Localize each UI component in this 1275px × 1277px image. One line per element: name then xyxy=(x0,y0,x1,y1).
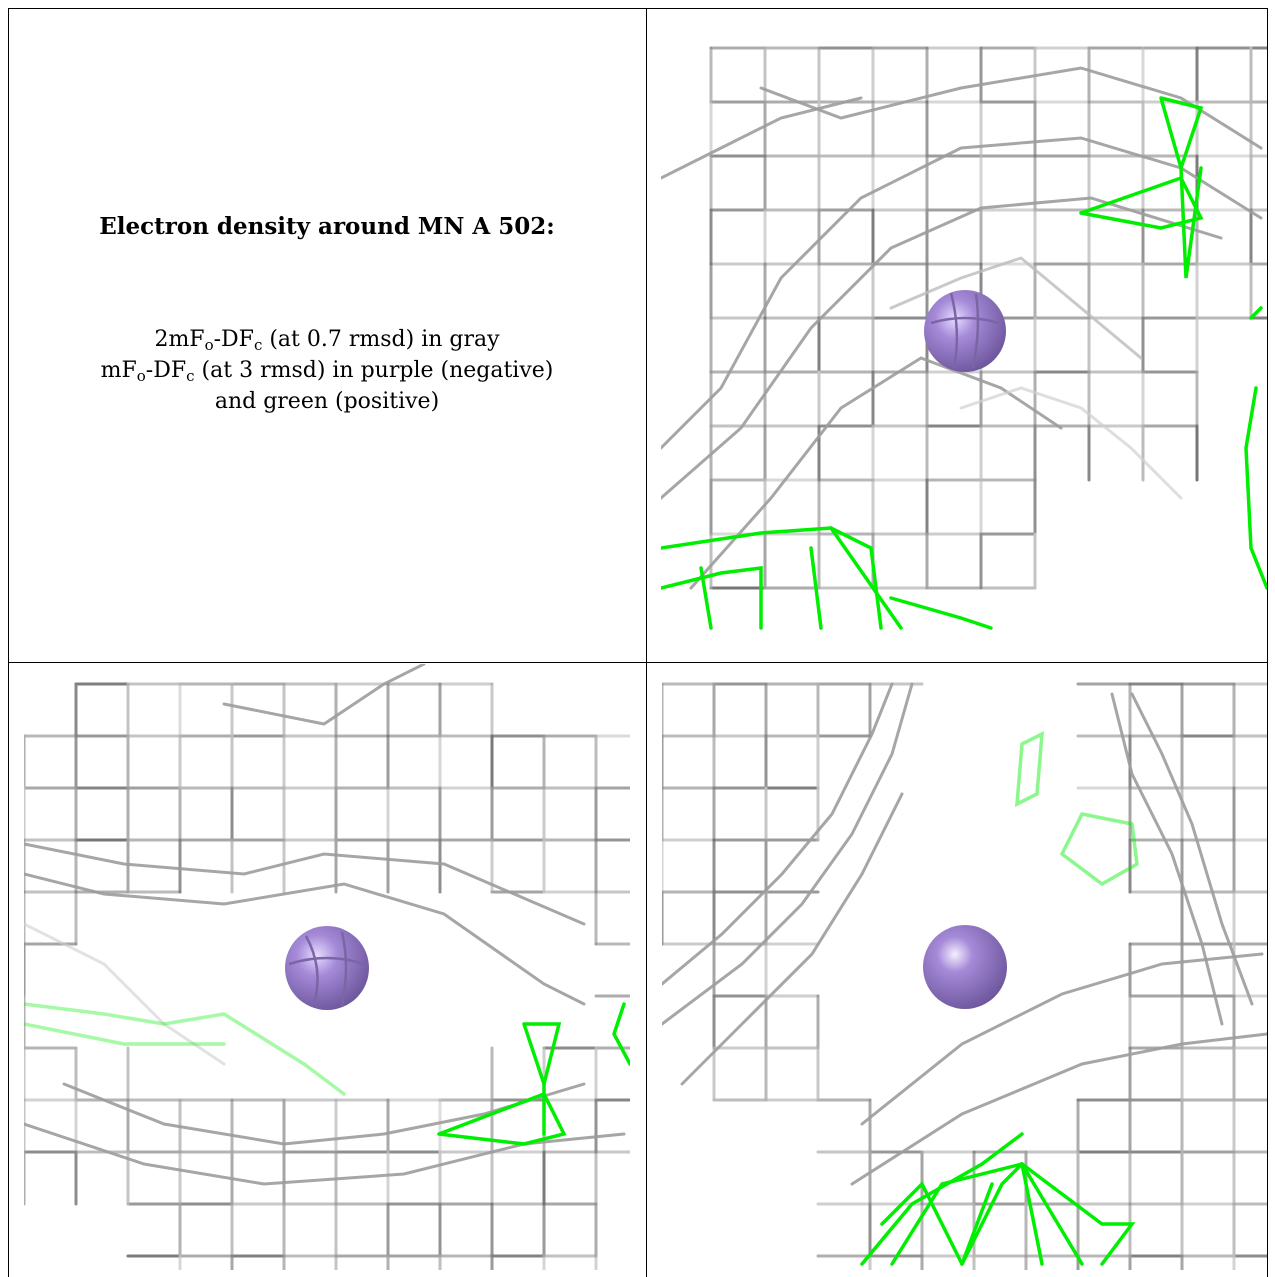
gray-density-mesh xyxy=(661,46,1267,590)
manganese-ion-sphere xyxy=(285,926,369,1010)
green-mesh-strand xyxy=(1244,386,1267,590)
green-mesh-strand xyxy=(960,1162,1024,1266)
mesh-over-sphere xyxy=(930,292,1000,369)
caption-line-2: mFo-DFc (at 3 rmsd) in purple (negative) xyxy=(100,358,554,385)
caption-body: 2mFo-DFc (at 0.7 rmsd) in gray mFo-DFc (… xyxy=(8,324,646,417)
mesh-strand xyxy=(1130,692,1254,1006)
green-positive-mesh xyxy=(661,96,1267,630)
mesh-strand xyxy=(662,682,914,1026)
mesh-strand xyxy=(850,1032,1267,1186)
mesh-strand xyxy=(661,136,1263,450)
green-mesh-strand-faint xyxy=(1059,812,1139,887)
frame-row-divider xyxy=(8,662,1268,663)
density-panel-bottom-left xyxy=(24,664,630,1270)
green-mesh-strand-faint xyxy=(24,1002,346,1096)
density-view-1 xyxy=(661,46,1267,630)
green-mesh-strand xyxy=(661,566,763,630)
green-mesh-strand xyxy=(829,526,903,630)
green-positive-mesh xyxy=(24,1002,630,1146)
frame-middle xyxy=(646,8,647,1277)
frame-right xyxy=(1267,8,1268,1277)
caption-cell: Electron density around MN A 502: 2mFo-D… xyxy=(8,8,646,662)
mesh-strand xyxy=(222,664,426,726)
density-panel-bottom-right xyxy=(662,664,1267,1270)
mesh-strand xyxy=(24,1122,626,1186)
mesh-strand xyxy=(1110,692,1224,1026)
green-mesh-strand xyxy=(437,1091,567,1146)
mesh-strand xyxy=(889,256,1143,360)
gray-density-mesh xyxy=(24,664,630,1270)
mesh-strand xyxy=(661,196,1223,500)
caption-title: Electron density around MN A 502: xyxy=(99,213,555,240)
mesh-over-sphere xyxy=(288,931,365,1007)
frame-left xyxy=(8,8,9,1277)
density-view-3 xyxy=(662,682,1267,1270)
green-mesh-strand xyxy=(1159,96,1204,174)
green-mesh-strand xyxy=(699,566,713,630)
green-mesh-strand xyxy=(1020,1162,1084,1266)
green-mesh-strand xyxy=(889,596,993,630)
green-mesh-strand-faint xyxy=(24,1022,226,1046)
mesh-strand xyxy=(662,682,894,986)
green-positive-mesh xyxy=(860,731,1139,1266)
green-mesh-strand xyxy=(809,546,823,630)
green-mesh-strand xyxy=(960,1182,994,1266)
mesh-strand xyxy=(959,386,1183,500)
mesh-strand xyxy=(24,922,226,1066)
frame-top xyxy=(8,8,1268,9)
manganese-ion-sphere xyxy=(924,290,1006,372)
mesh-strand xyxy=(689,356,1063,590)
green-mesh-strand xyxy=(522,1022,562,1091)
gray-density-mesh xyxy=(662,682,1267,1270)
mesh-strand xyxy=(661,96,863,180)
mesh-strand xyxy=(759,66,1263,150)
green-mesh-strand xyxy=(1020,1162,1136,1266)
green-mesh-strand xyxy=(1249,306,1263,320)
green-mesh-strand xyxy=(1020,1162,1044,1266)
mesh-strand xyxy=(24,872,586,1006)
caption-line-1: 2mFo-DFc (at 0.7 rmsd) in gray xyxy=(154,327,500,354)
green-mesh-strand xyxy=(1079,175,1204,230)
mesh-strand xyxy=(62,1082,586,1146)
manganese-ion-sphere xyxy=(923,925,1007,1009)
green-mesh-strand-faint xyxy=(1014,731,1045,807)
mesh-strand xyxy=(860,952,1264,1126)
green-mesh-strand xyxy=(880,1181,964,1266)
mesh-strand xyxy=(24,842,586,926)
green-mesh-strand xyxy=(612,1002,630,1066)
green-mesh-strand xyxy=(890,1162,1024,1266)
density-view-2 xyxy=(24,664,630,1270)
density-panel-top-right xyxy=(661,28,1267,634)
mesh-strand xyxy=(680,792,904,1086)
caption-line-3: and green (positive) xyxy=(214,389,440,414)
